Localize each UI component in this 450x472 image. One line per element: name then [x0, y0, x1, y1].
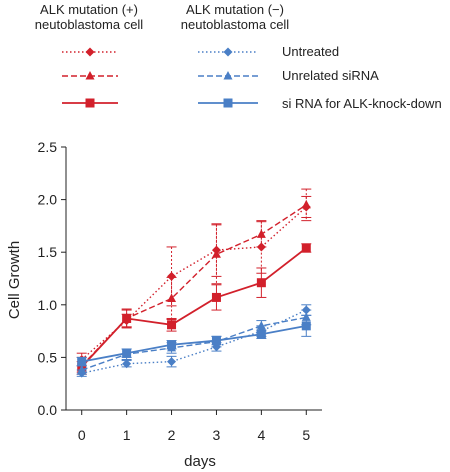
- legend-label-alk-knockdown: si RNA for ALK-knock-down: [282, 96, 442, 111]
- series-negative-square: [76, 314, 312, 367]
- y-tick-label: 2.0: [38, 192, 58, 208]
- legend-symbols: [62, 47, 258, 108]
- legend-group-negative-line2: neutoblastoma cell: [180, 17, 290, 32]
- data-point: [167, 320, 177, 330]
- x-tick-label: 4: [257, 427, 265, 443]
- x-tick-label: 0: [78, 427, 86, 443]
- legend-group-negative-line1: ALK mutation (−): [186, 2, 284, 17]
- series-line: [81, 316, 307, 371]
- data-point: [256, 320, 266, 330]
- data-point: [167, 340, 177, 350]
- x-tick-label: 2: [168, 427, 176, 443]
- series-line: [81, 206, 307, 361]
- series-negative-diamond: [76, 304, 312, 378]
- data-point: [211, 336, 221, 346]
- y-tick-label: 0.5: [38, 349, 58, 365]
- data-point: [167, 293, 177, 302]
- series-positive-diamond: [76, 195, 312, 367]
- x-tick-label: 5: [302, 427, 310, 443]
- y-tick-label: 1.5: [38, 244, 58, 260]
- data-point: [122, 348, 132, 358]
- series-line: [81, 204, 307, 367]
- series-line: [81, 324, 307, 363]
- legend-marker-negative-triangle: [223, 71, 233, 80]
- legend-marker-negative-diamond: [223, 47, 233, 57]
- data-point: [77, 357, 87, 367]
- y-tick-label: 0.0: [38, 402, 58, 418]
- series-line: [81, 247, 307, 368]
- legend-group-positive-line2: neutoblastoma cell: [34, 17, 144, 32]
- data-point: [256, 229, 266, 238]
- data-point: [77, 365, 87, 374]
- legend-label-unrelated-sirna: Unrelated siRNA: [282, 68, 379, 83]
- data-point: [122, 359, 132, 369]
- legend-marker-positive-square: [85, 98, 95, 108]
- data-point: [301, 243, 311, 253]
- data-point: [211, 292, 221, 302]
- data-point: [211, 249, 221, 258]
- series-positive-triangle: [76, 188, 312, 375]
- y-axis-title: Cell Growth: [6, 241, 23, 319]
- y-tick-label: 1.0: [38, 297, 58, 313]
- data-point: [301, 321, 311, 331]
- legend-marker-positive-diamond: [85, 47, 95, 57]
- legend-label-untreated: Untreated: [282, 44, 340, 59]
- x-tick-label: 3: [213, 427, 221, 443]
- data-point: [167, 357, 177, 367]
- x-tick-label: 1: [123, 427, 131, 443]
- data-point: [167, 271, 177, 281]
- y-tick-label: 2.5: [38, 139, 58, 155]
- series-line: [81, 309, 307, 374]
- data-point: [256, 329, 266, 339]
- legend-group-negative-header: ALK mutation (−) neutoblastoma cell: [160, 2, 310, 32]
- legend-group-positive-line1: ALK mutation (+): [40, 2, 138, 17]
- data-point: [122, 313, 132, 323]
- axes: 0.0 0.5 1.0 1.5 2.0 2.5 0 1 2 3 4 5: [38, 139, 322, 443]
- data-point: [301, 199, 311, 209]
- legend-group-positive-header: ALK mutation (+) neutoblastoma cell: [12, 2, 166, 32]
- series-layer: [76, 188, 312, 378]
- legend-marker-positive-triangle: [85, 71, 95, 80]
- x-axis-title: days: [184, 453, 216, 470]
- data-point: [256, 278, 266, 288]
- legend-marker-negative-square: [223, 98, 233, 108]
